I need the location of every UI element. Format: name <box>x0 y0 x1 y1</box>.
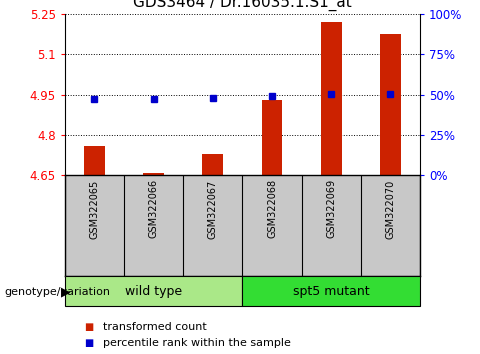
Text: GSM322067: GSM322067 <box>208 179 218 239</box>
Text: GSM322070: GSM322070 <box>385 179 396 239</box>
Title: GDS3464 / Dr.16035.1.S1_at: GDS3464 / Dr.16035.1.S1_at <box>133 0 352 11</box>
Bar <box>321 22 342 175</box>
Text: wild type: wild type <box>125 285 182 298</box>
Bar <box>84 146 105 175</box>
Text: GSM322069: GSM322069 <box>326 179 336 238</box>
Bar <box>143 173 164 175</box>
Text: ■: ■ <box>84 322 93 332</box>
Text: spt5 mutant: spt5 mutant <box>293 285 370 298</box>
Text: GSM322066: GSM322066 <box>149 179 158 238</box>
Text: ▶: ▶ <box>61 286 71 298</box>
Bar <box>380 34 401 175</box>
Text: genotype/variation: genotype/variation <box>5 287 111 297</box>
Bar <box>65 276 242 306</box>
Bar <box>262 100 282 175</box>
Text: ■: ■ <box>84 338 93 348</box>
Text: transformed count: transformed count <box>103 322 207 332</box>
Bar <box>203 154 223 175</box>
Bar <box>242 276 420 306</box>
Text: GSM322068: GSM322068 <box>267 179 277 238</box>
Text: percentile rank within the sample: percentile rank within the sample <box>103 338 291 348</box>
Text: GSM322065: GSM322065 <box>89 179 99 239</box>
